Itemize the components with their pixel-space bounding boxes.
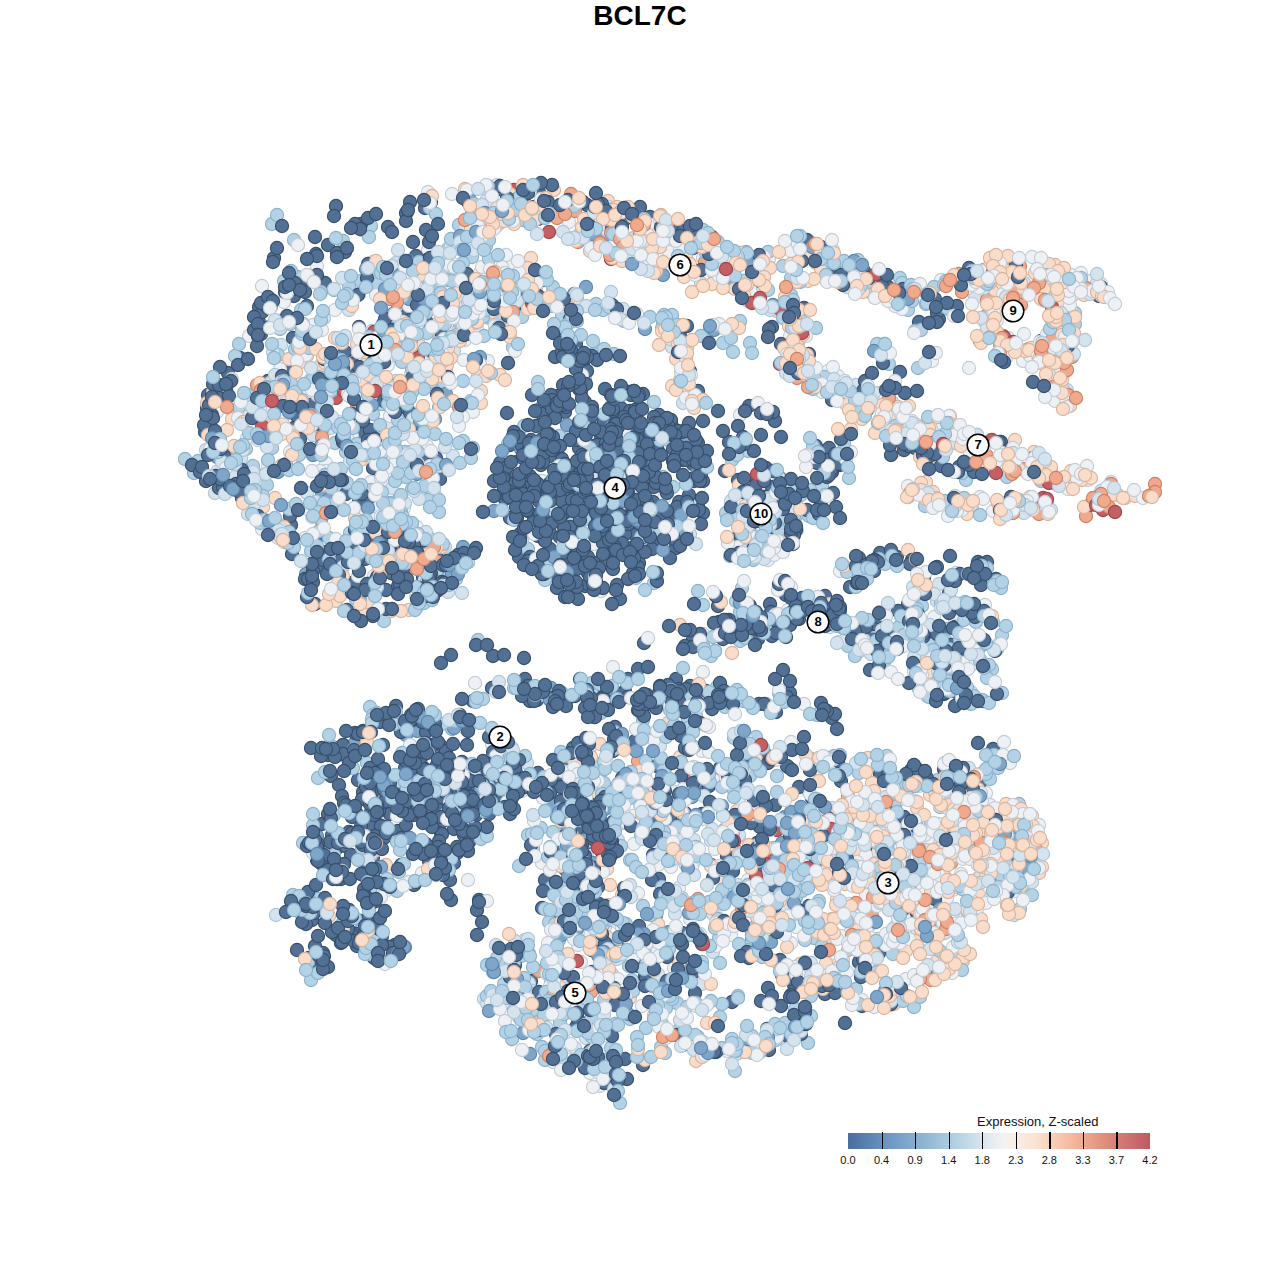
- svg-text:8: 8: [814, 614, 821, 629]
- svg-text:5: 5: [571, 985, 578, 1000]
- svg-text:6: 6: [676, 257, 683, 272]
- svg-text:1: 1: [367, 337, 374, 352]
- svg-text:9: 9: [1009, 303, 1016, 318]
- svg-text:2: 2: [496, 729, 503, 744]
- svg-text:3: 3: [884, 875, 891, 890]
- svg-text:7: 7: [974, 437, 981, 452]
- svg-text:4: 4: [611, 480, 619, 495]
- svg-text:10: 10: [754, 506, 768, 521]
